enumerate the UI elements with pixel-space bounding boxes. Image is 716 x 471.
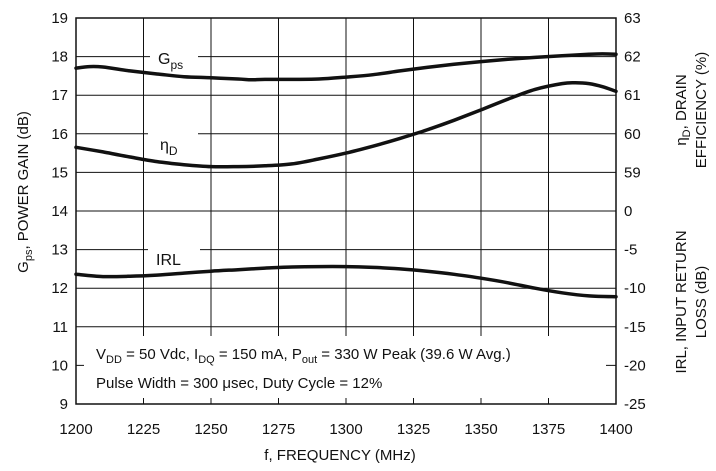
y-right-tick-label: 60 — [624, 126, 641, 143]
x-axis-title: f, FREQUENCY (MHz) — [264, 447, 415, 464]
x-tick-label: 1275 — [262, 421, 295, 438]
y-right-top-axis-title-line1: ηD, DRAIN — [673, 74, 693, 145]
y-left-tick-label: 10 — [51, 357, 68, 374]
y-right-tick-label: 0 — [624, 203, 632, 220]
x-tick-label: 1225 — [127, 421, 160, 438]
x-tick-label: 1350 — [464, 421, 497, 438]
x-tick-label: 1400 — [599, 421, 632, 438]
x-tick-label: 1250 — [194, 421, 227, 438]
y-right-bottom-axis-title-line2: LOSS (dB) — [693, 266, 710, 339]
x-tick-label: 1375 — [532, 421, 565, 438]
x-tick-label: 1325 — [397, 421, 430, 438]
conditions-note-line-2: Pulse Width = 300 μsec, Duty Cycle = 12% — [96, 375, 382, 392]
y-right-tick-label: -20 — [624, 357, 646, 374]
y-right-tick-label: 61 — [624, 87, 641, 104]
y-right-top-axis-title-line2: EFFICIENCY (%) — [693, 52, 710, 168]
y-right-tick-label: -15 — [624, 319, 646, 336]
y-left-tick-label: 11 — [52, 319, 68, 336]
y-right-tick-label: 62 — [624, 49, 641, 66]
y-left-tick-label: 19 — [51, 10, 68, 27]
y-right-tick-label: -25 — [624, 396, 646, 413]
y-right-tick-label: -5 — [624, 242, 637, 259]
x-tick-label: 1200 — [59, 421, 92, 438]
x-tick-label: 1300 — [329, 421, 362, 438]
y-right-tick-label: 63 — [624, 10, 641, 27]
y-left-tick-label: 13 — [51, 242, 68, 259]
y-left-tick-label: 16 — [51, 126, 68, 143]
series-label: IRL — [156, 252, 181, 269]
y-left-tick-label: 12 — [51, 280, 68, 297]
y-right-tick-label: 59 — [624, 164, 641, 181]
y-right-tick-label: -10 — [624, 280, 646, 297]
y-left-tick-label: 17 — [51, 87, 68, 104]
y-right-bottom-axis-title-line1: IRL, INPUT RETURN — [673, 230, 690, 373]
label-backgrounds — [84, 40, 606, 398]
y-left-tick-label: 15 — [51, 164, 68, 181]
y-left-tick-label: 9 — [60, 396, 68, 413]
y-left-tick-label: 18 — [51, 49, 68, 66]
y-left-axis-title: Gps, POWER GAIN (dB) — [15, 111, 35, 273]
y-left-tick-label: 14 — [51, 203, 68, 220]
